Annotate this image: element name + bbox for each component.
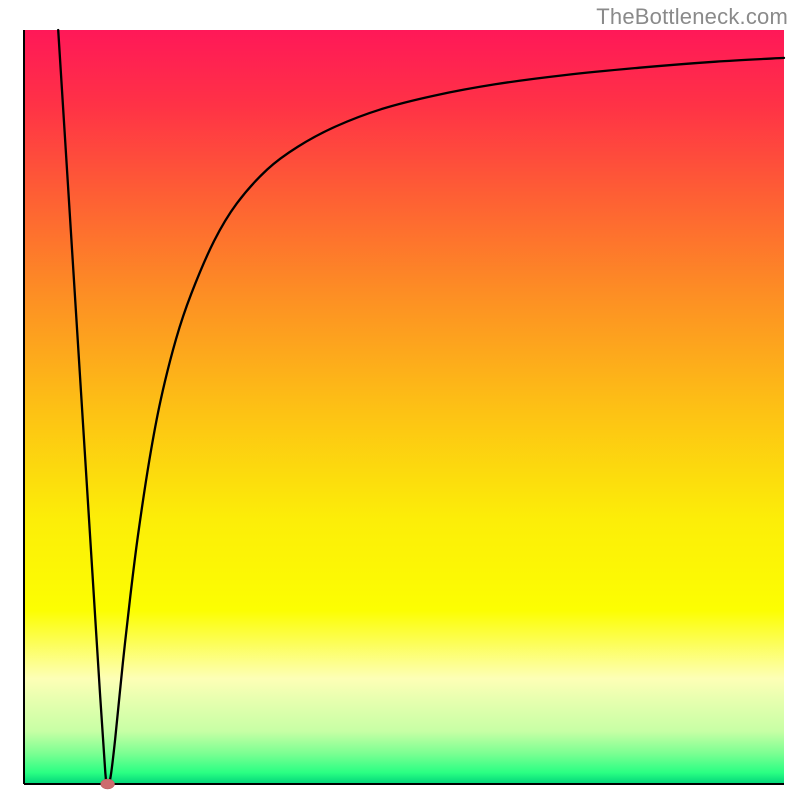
chart-container: TheBottleneck.com: [0, 0, 800, 800]
chart-background: [24, 30, 784, 784]
bottleneck-chart: [0, 0, 800, 800]
watermark-text: TheBottleneck.com: [596, 4, 788, 30]
minimum-marker: [101, 779, 115, 789]
